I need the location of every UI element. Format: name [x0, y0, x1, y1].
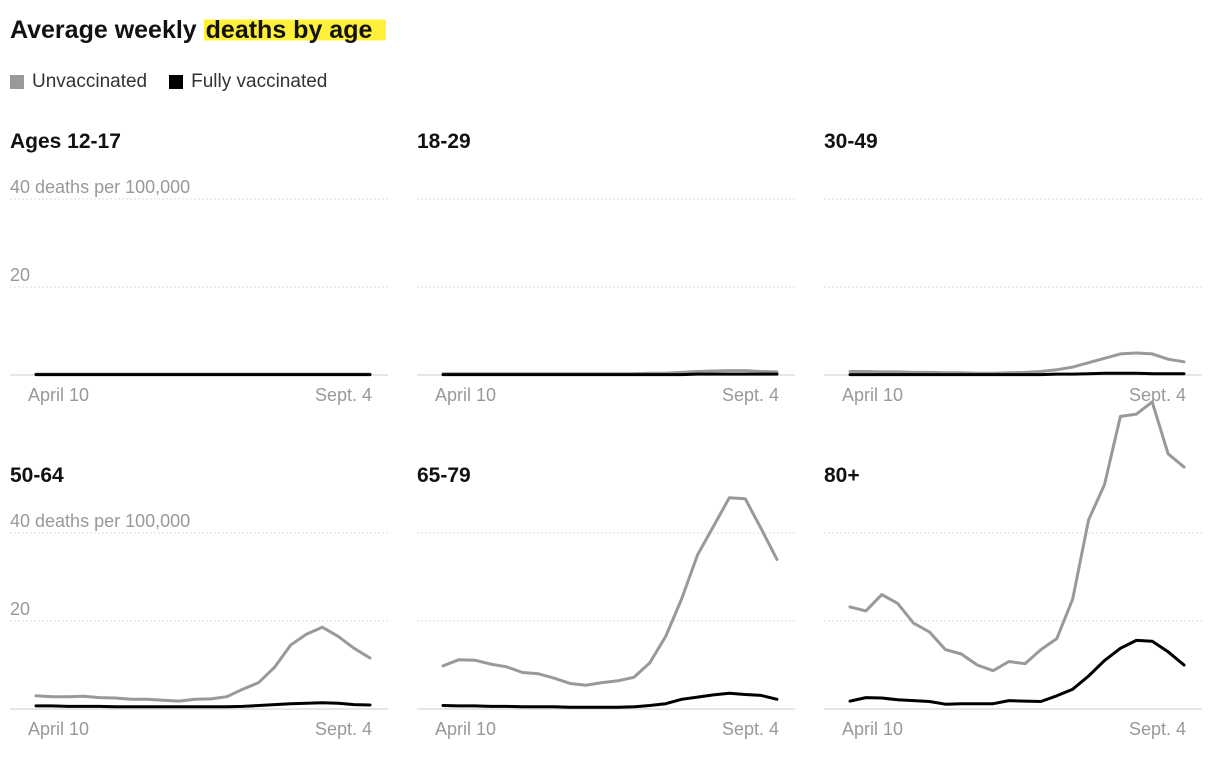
series-line [848, 638, 1186, 706]
legend-item: Fully vaccinated [169, 71, 327, 93]
legend-swatch [10, 75, 24, 89]
chart-panel: 18-29 April 10 Sept. 4 [417, 130, 795, 405]
title-lead: Average weekly [10, 16, 197, 44]
series-line [34, 625, 372, 703]
series-line [848, 400, 1186, 673]
chart-panel: 30-49 April 10 Sept. 4 [824, 130, 1202, 405]
series-line [848, 351, 1186, 375]
y-tick-label: 40 deaths per 100,000 [10, 511, 190, 531]
chart-panel: Ages 12-17 20 40 deaths per 100,000 April 1… [10, 130, 388, 405]
legend-swatch [169, 75, 184, 89]
series-line [441, 372, 779, 377]
y-tick-label: 20 [10, 265, 30, 285]
panel-title: Ages 12-17 [10, 130, 121, 153]
x-tick-label: April 10 [842, 719, 903, 739]
page-title: Average weekly deaths by age [10, 16, 387, 45]
legend-label: Fully vaccinated [191, 71, 328, 92]
panel-title: 65-79 [417, 464, 471, 487]
x-tick-label: April 10 [435, 719, 496, 739]
title-highlight: deaths by age [203, 16, 387, 44]
series-line [34, 701, 372, 709]
chart-panel: 80+ April 10 Sept. 4 [824, 400, 1202, 739]
y-tick-label: 20 [10, 599, 30, 619]
x-tick-label: April 10 [435, 385, 496, 405]
x-tick-label: April 10 [28, 719, 89, 739]
panel-title: 50-64 [10, 464, 64, 487]
x-tick-label: Sept. 4 [722, 385, 779, 405]
panel-title: 80+ [824, 464, 860, 487]
x-tick-label: Sept. 4 [722, 719, 779, 739]
legend-label: Unvaccinated [32, 71, 148, 92]
x-tick-label: Sept. 4 [1129, 385, 1186, 405]
panel-title: 18-29 [417, 130, 471, 153]
x-tick-label: Sept. 4 [1129, 719, 1186, 739]
chart-panel: 65-79 April 10 Sept. 4 [417, 464, 795, 739]
x-tick-label: April 10 [842, 385, 903, 405]
x-tick-label: Sept. 4 [315, 385, 372, 405]
legend: Unvaccinated Fully vaccinated [10, 71, 349, 93]
x-tick-label: Sept. 4 [315, 719, 372, 739]
chart-panel: 50-64 20 40 deaths per 100,000 April 10 Sept… [10, 464, 388, 739]
panel-title: 30-49 [824, 130, 878, 153]
series-line [848, 371, 1186, 377]
series-line [441, 496, 779, 687]
y-tick-label: 40 deaths per 100,000 [10, 177, 190, 197]
legend-item: Unvaccinated [10, 71, 147, 93]
series-line [441, 691, 779, 709]
x-tick-label: April 10 [28, 385, 89, 405]
